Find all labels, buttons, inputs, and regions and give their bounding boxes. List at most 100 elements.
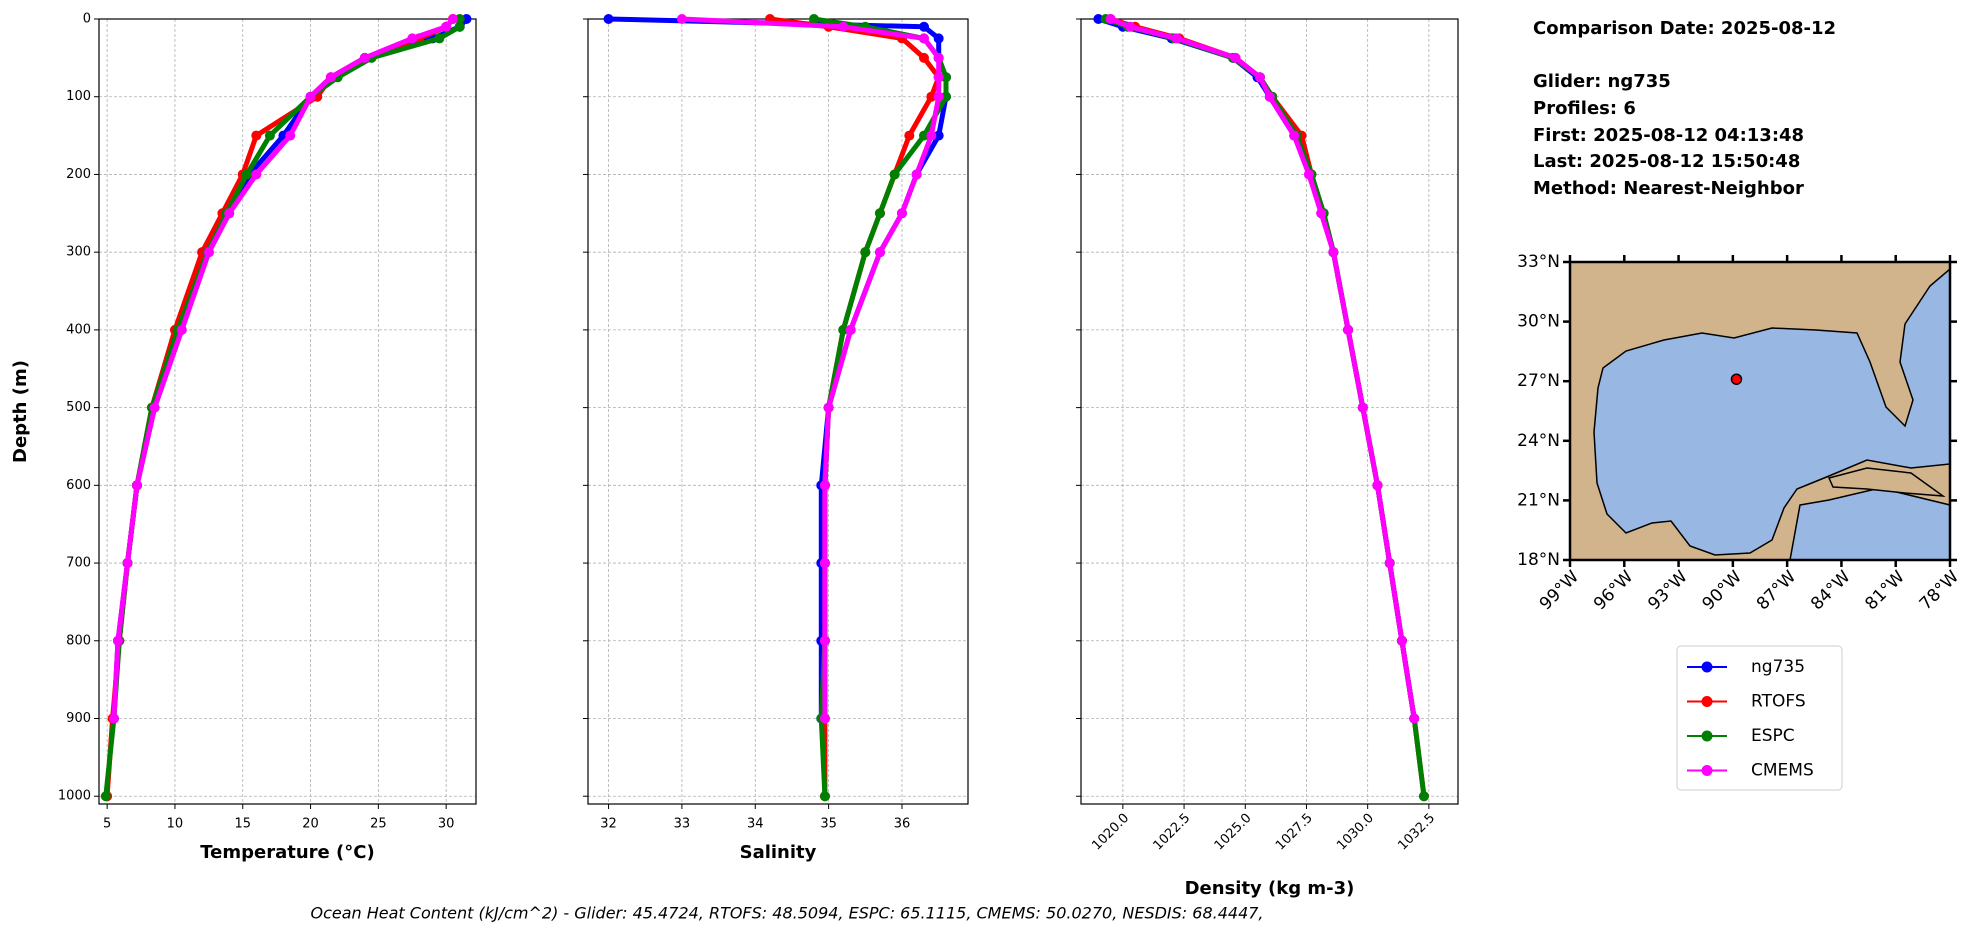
profile-marker [1396, 635, 1407, 646]
profile-marker [447, 14, 458, 24]
profile-marker [823, 402, 834, 413]
series [1105, 14, 1420, 724]
profile-marker [1125, 21, 1136, 32]
profile-marker [933, 33, 944, 44]
profile-marker [819, 635, 830, 646]
profile-marker [108, 713, 119, 724]
profile-marker [241, 169, 252, 180]
profile-marker [1171, 33, 1182, 44]
profile-marker [1316, 208, 1327, 219]
y-tick-label: 900 [66, 711, 91, 726]
profile-marker [285, 130, 296, 141]
map-y-tick-label: 21°N [1517, 490, 1560, 510]
profile-marker [176, 324, 187, 335]
x-tick-label: 20 [302, 817, 319, 832]
map-y-tick-label: 27°N [1517, 371, 1560, 391]
profile-marker [933, 52, 944, 63]
glider-location [1730, 373, 1743, 385]
x-tick-label: 5 [103, 817, 111, 832]
profile-marker [819, 558, 830, 569]
x-tick-label: 30 [438, 817, 455, 832]
profile-marker [224, 208, 235, 219]
profile-marker [838, 324, 849, 335]
map-y-tick-label: 33°N [1517, 252, 1560, 272]
map-y-tick-label: 24°N [1517, 431, 1560, 451]
x-tick-label: 36 [894, 817, 911, 832]
profile-marker [918, 52, 929, 63]
map-base [1568, 260, 1952, 562]
x-axis-label: Temperature (°C) [200, 842, 374, 863]
profile-marker [874, 247, 885, 258]
x-tick-label: 15 [234, 817, 251, 832]
profile-marker [1264, 91, 1275, 102]
profile-line [111, 17, 455, 719]
profile-marker [203, 247, 214, 258]
y-axis-label: Depth (m) [10, 360, 31, 463]
profile-marker [1303, 169, 1314, 180]
y-tick-label: 0 [83, 12, 91, 27]
profile-marker [603, 14, 614, 24]
gulf-water [1593, 267, 1951, 556]
y-tick-label: 100 [66, 89, 91, 104]
legend-marker [1701, 730, 1713, 742]
profile-marker [1254, 72, 1265, 83]
profile-marker [251, 169, 262, 180]
profile-marker [838, 21, 849, 32]
profile-marker [819, 791, 830, 802]
profile-marker [264, 130, 275, 141]
profile-marker [933, 72, 944, 83]
info-method: Method: Nearest-Neighbor [1533, 178, 1804, 199]
profile-marker [100, 791, 111, 802]
x-tick-label: 35 [820, 817, 837, 832]
profile-marker [926, 91, 937, 102]
y-tick-label: 600 [66, 478, 91, 493]
profile-marker [911, 169, 922, 180]
profile-marker [359, 52, 370, 63]
profile-marker [325, 72, 336, 83]
profile-marker [1409, 713, 1420, 724]
profile-marker [896, 208, 907, 219]
profile-marker [676, 14, 687, 24]
legend-box [1676, 645, 1843, 791]
profile-marker [1343, 324, 1354, 335]
y-tick-label: 400 [66, 322, 91, 337]
profile-marker [904, 130, 915, 141]
x-tick-label: 25 [370, 817, 387, 832]
series [108, 14, 458, 724]
info-first: First: 2025-08-12 04:13:48 [1533, 125, 1804, 146]
profile-marker [407, 33, 418, 44]
profile-marker [918, 130, 929, 141]
x-tick-label: 34 [747, 817, 764, 832]
y-tick-label: 500 [66, 400, 91, 415]
profile-marker [889, 169, 900, 180]
series [676, 14, 944, 724]
profile-marker [808, 14, 819, 24]
x-axis-label: Salinity [740, 842, 817, 863]
profile-marker [926, 130, 937, 141]
x-tick-label: 32 [600, 817, 617, 832]
profile-marker [1289, 130, 1300, 141]
footer-ohc: Ocean Heat Content (kJ/cm^2) - Glider: 4… [310, 904, 1263, 923]
profile-marker [149, 402, 160, 413]
legend-marker [1701, 661, 1713, 673]
profile-marker [1328, 247, 1339, 258]
profile-marker [933, 91, 944, 102]
profile-marker [434, 33, 445, 44]
info-date: Comparison Date: 2025-08-12 [1533, 18, 1836, 39]
legend-marker [1701, 765, 1713, 776]
info-last: Last: 2025-08-12 15:50:48 [1533, 151, 1800, 172]
profile-marker [1384, 558, 1395, 569]
plot-frame [98, 18, 477, 805]
legend-label: ESPC [1751, 726, 1795, 746]
profile-marker [860, 247, 871, 258]
profile-marker [1093, 14, 1104, 24]
profile-marker [933, 130, 944, 141]
profile-marker [1105, 14, 1116, 24]
profile-line [681, 16, 942, 719]
profile-marker [940, 91, 951, 102]
profile-marker [918, 33, 929, 44]
profile-marker [845, 324, 856, 335]
legend-label: CMEMS [1751, 761, 1814, 781]
profile-marker [1372, 480, 1383, 491]
